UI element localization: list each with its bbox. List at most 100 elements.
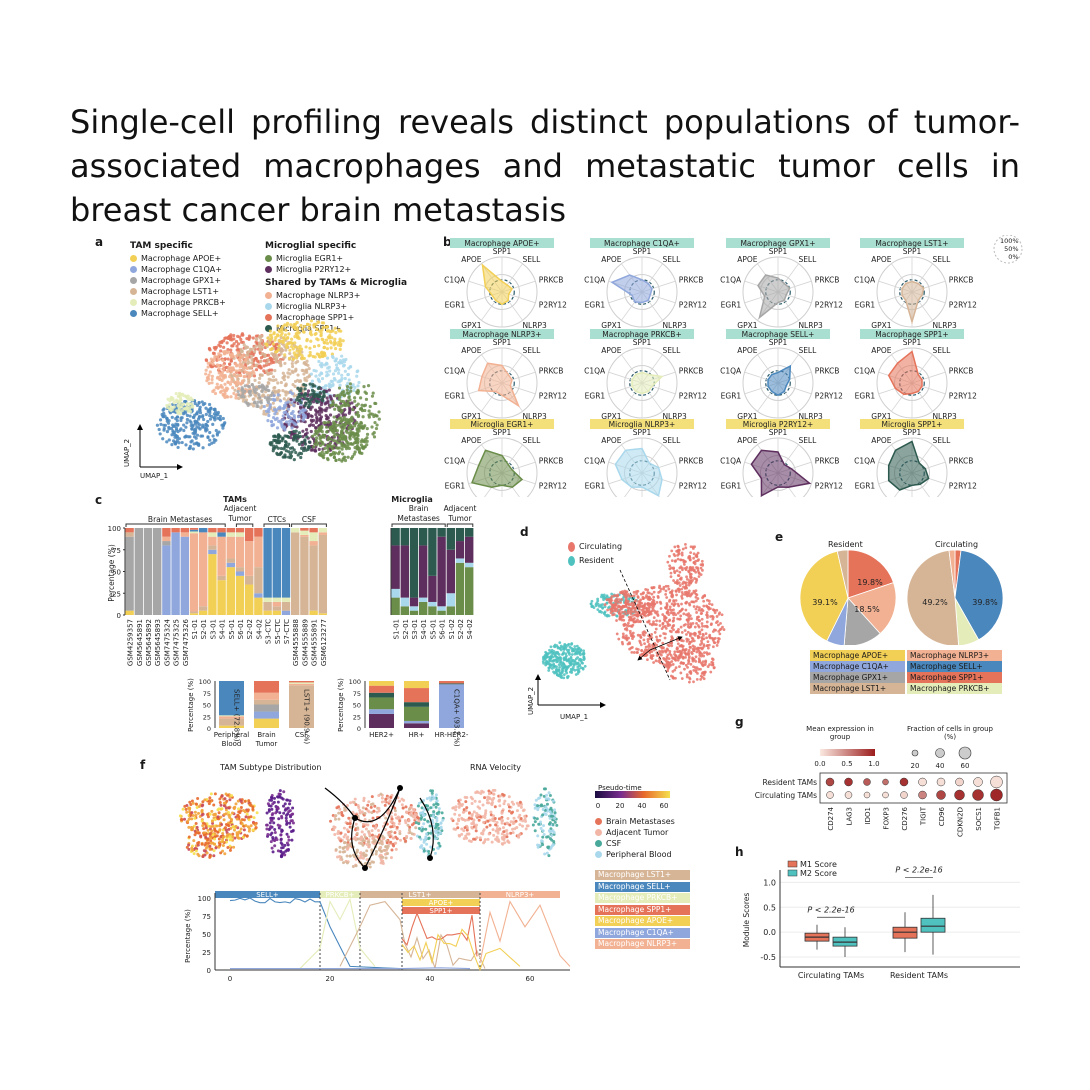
pie-legend-item: Macrophage SPP1+ bbox=[907, 672, 1002, 683]
c-bar-segment bbox=[199, 611, 207, 615]
umap-d-point bbox=[665, 596, 668, 599]
umap-point bbox=[302, 419, 305, 422]
f-umap-left-tail-point bbox=[282, 790, 285, 793]
umap-d-point bbox=[664, 632, 667, 635]
umap-point bbox=[220, 340, 223, 343]
umap-d-point bbox=[698, 661, 701, 664]
umap-point bbox=[243, 343, 246, 346]
umap-d-point bbox=[646, 658, 649, 661]
umap-point bbox=[176, 435, 179, 438]
c-group-bracket bbox=[264, 524, 290, 527]
umap-d-point bbox=[681, 677, 684, 680]
umap-d-point bbox=[649, 623, 652, 626]
umap-point bbox=[183, 435, 186, 438]
umap-point bbox=[290, 341, 293, 344]
umap-point bbox=[187, 410, 190, 413]
umap-point bbox=[208, 347, 211, 350]
umap-point bbox=[344, 358, 347, 361]
umap-point bbox=[338, 384, 341, 387]
umap-point bbox=[317, 360, 320, 363]
f-umap-left-point bbox=[232, 825, 235, 828]
umap-point bbox=[298, 443, 301, 446]
c-br-bar-annotation: C1QA+ (93.2 %) bbox=[453, 689, 461, 747]
umap-point bbox=[268, 406, 271, 409]
umap-point bbox=[349, 390, 352, 393]
umap-point bbox=[345, 431, 348, 434]
c-mg-bar-segment bbox=[401, 545, 409, 597]
radar-axis-label: C1QA bbox=[720, 456, 742, 465]
umap-d-point bbox=[570, 671, 573, 674]
umap-point bbox=[327, 373, 330, 376]
umap-d-point bbox=[554, 659, 557, 662]
c-bar-segment bbox=[227, 537, 235, 559]
umap-d-point bbox=[706, 616, 709, 619]
umap-point bbox=[304, 345, 307, 348]
umap-d-point bbox=[693, 605, 696, 608]
umap-point bbox=[330, 346, 333, 349]
umap-point bbox=[371, 432, 374, 435]
umap-point bbox=[180, 394, 183, 397]
umap-point bbox=[370, 425, 373, 428]
umap-point bbox=[296, 321, 299, 324]
c-bar-segment bbox=[254, 593, 262, 597]
umap-point bbox=[319, 334, 322, 337]
c-bar-segment bbox=[217, 580, 225, 615]
umap-point bbox=[283, 397, 286, 400]
umap-d-point bbox=[652, 596, 655, 599]
pie-legend-item: Macrophage APOE+ bbox=[810, 650, 905, 661]
umap-point bbox=[294, 423, 297, 426]
umap-d-point bbox=[616, 632, 619, 635]
umap-d-point bbox=[663, 616, 666, 619]
umap-point bbox=[265, 410, 268, 413]
umap-point bbox=[280, 334, 283, 337]
umap-d-point bbox=[678, 574, 681, 577]
umap-point bbox=[359, 421, 362, 424]
umap-point bbox=[299, 435, 302, 438]
c-group-bracket bbox=[392, 524, 445, 527]
umap-d-point bbox=[639, 600, 642, 603]
umap-d-point bbox=[573, 648, 576, 651]
umap-d-point bbox=[655, 619, 658, 622]
radar-axis-label: C1QA bbox=[854, 456, 876, 465]
umap-d-point bbox=[680, 608, 683, 611]
umap-point bbox=[303, 325, 306, 328]
umap-d-point bbox=[700, 612, 703, 615]
umap-d-point bbox=[695, 593, 698, 596]
radar-scale-0: 0% bbox=[1000, 253, 1019, 261]
f-umap-left-tail-point bbox=[277, 817, 280, 820]
radar-axis-label: C1QA bbox=[854, 366, 876, 375]
umap-point bbox=[173, 405, 176, 408]
umap-point bbox=[267, 359, 270, 362]
c-sample-label: GSM5645893 bbox=[154, 619, 162, 666]
umap-point bbox=[300, 452, 303, 455]
umap-d-point bbox=[573, 669, 576, 672]
c-bar-segment bbox=[227, 528, 235, 532]
c-bar-segment bbox=[208, 537, 216, 546]
f-umap-left-point bbox=[246, 810, 249, 813]
umap-point bbox=[233, 373, 236, 376]
radar-axis-label: EGR1 bbox=[855, 482, 876, 491]
umap-d-point bbox=[569, 664, 572, 667]
f-umap-left-tail-point bbox=[280, 854, 283, 857]
umap-point bbox=[342, 339, 345, 342]
f-umap-left-tail-point bbox=[284, 809, 287, 812]
umap-point bbox=[234, 381, 237, 384]
umap-point bbox=[328, 369, 331, 372]
c-sample-label: GSM4555889 bbox=[301, 619, 309, 666]
f-umap-left-point bbox=[196, 826, 199, 829]
umap-point bbox=[322, 326, 325, 329]
radar-axis-label: PRKCB bbox=[539, 275, 564, 284]
umap-point bbox=[249, 348, 252, 351]
umap-point bbox=[329, 413, 332, 416]
umap-point bbox=[285, 435, 288, 438]
c-mg-bar-segment bbox=[465, 537, 473, 563]
umap-d-point bbox=[721, 613, 724, 616]
umap-point bbox=[350, 457, 353, 460]
umap-point bbox=[235, 369, 238, 372]
umap-d-point bbox=[697, 636, 700, 639]
umap-point bbox=[301, 430, 304, 433]
f-umap-left-point bbox=[237, 800, 240, 803]
umap-point bbox=[369, 405, 372, 408]
umap-point bbox=[309, 351, 312, 354]
c-br-bar-segment bbox=[404, 723, 429, 728]
